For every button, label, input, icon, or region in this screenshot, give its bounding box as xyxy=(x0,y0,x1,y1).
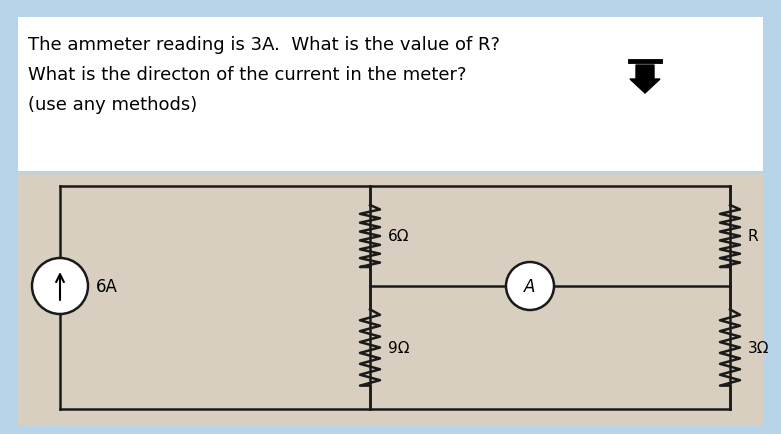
Text: 9Ω: 9Ω xyxy=(388,340,409,355)
Text: 3Ω: 3Ω xyxy=(748,340,769,355)
Text: A: A xyxy=(524,277,536,295)
Bar xyxy=(18,18,763,171)
Text: 6A: 6A xyxy=(96,277,118,295)
Polygon shape xyxy=(630,66,660,94)
Circle shape xyxy=(32,258,88,314)
Text: What is the directon of the current in the meter?: What is the directon of the current in t… xyxy=(28,66,466,84)
Bar xyxy=(18,174,763,426)
Circle shape xyxy=(506,263,554,310)
Text: R: R xyxy=(748,229,758,244)
Text: 6Ω: 6Ω xyxy=(388,229,409,244)
Text: The ammeter reading is 3A.  What is the value of R?: The ammeter reading is 3A. What is the v… xyxy=(28,36,500,54)
Text: (use any methods): (use any methods) xyxy=(28,96,198,114)
